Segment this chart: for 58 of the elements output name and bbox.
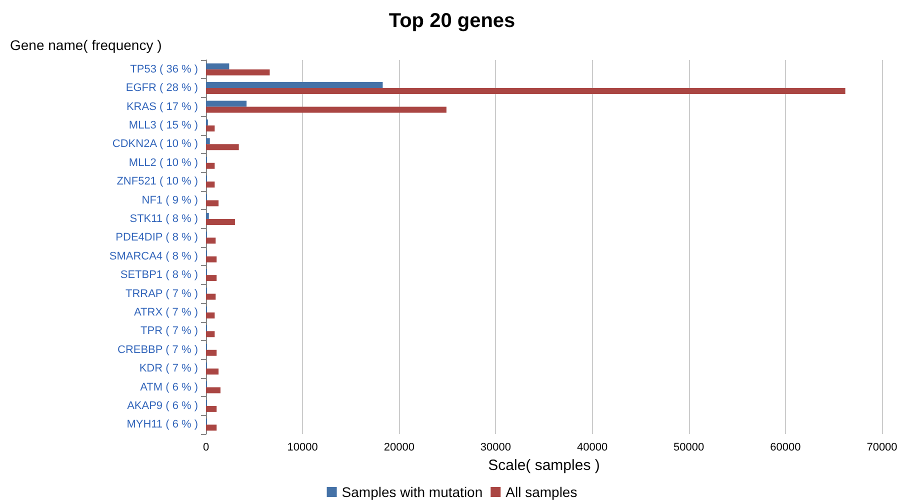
bar — [206, 138, 210, 144]
bar — [206, 106, 446, 113]
x-tick-label: 30000 — [480, 442, 512, 454]
bar — [206, 275, 217, 282]
y-tick-label: ATM ( 6 % ) — [140, 381, 198, 394]
bar — [206, 331, 215, 338]
bar — [206, 69, 270, 76]
y-tick-label: ZNF521 ( 10 % ) — [116, 176, 198, 188]
bar — [206, 238, 216, 244]
y-tick-label: SMARCA4 ( 8 % ) — [109, 250, 198, 262]
x-tick-label: 0 — [202, 442, 210, 454]
x-tick-label: 20000 — [384, 442, 414, 454]
x-tick-label: 40000 — [576, 442, 608, 454]
bar — [206, 387, 220, 394]
bar — [206, 63, 230, 70]
y-tick-label: NF1 ( 9 % ) — [142, 194, 198, 206]
y-tick-label: EGFR ( 28 % ) — [126, 82, 198, 94]
x-tick-label: 70000 — [866, 442, 898, 454]
bar — [206, 406, 217, 412]
bar — [206, 424, 217, 431]
bar — [206, 368, 219, 375]
y-tick-label: CDKN2A ( 10 % ) — [112, 138, 198, 150]
chart-title: Top 20 genes — [388, 10, 516, 32]
bar — [206, 350, 217, 356]
bar — [206, 125, 215, 132]
bar — [206, 88, 846, 94]
y-tick-label: ATRX ( 7 % ) — [134, 306, 198, 318]
bar — [206, 100, 247, 107]
y-tick-label: MLL3 ( 15 % ) — [128, 119, 198, 132]
legend-label: All samples — [506, 484, 578, 500]
x-tick-label: 60000 — [770, 442, 801, 454]
x-axis-title: Scale( samples ) — [488, 456, 600, 474]
y-tick-label: KDR ( 7 % ) — [139, 362, 198, 375]
bar — [206, 218, 235, 225]
bar — [206, 200, 219, 206]
bar — [206, 82, 383, 88]
y-tick-label: TPR ( 7 % ) — [140, 325, 198, 338]
y-axis-title: Gene name( frequency ) — [10, 37, 162, 53]
y-tick-label: PDE4DIP ( 8 % ) — [116, 232, 198, 244]
y-tick-label: TRRAP ( 7 % ) — [125, 288, 198, 300]
legend-label: Samples with mutation — [342, 484, 483, 500]
bar — [206, 162, 215, 169]
bar — [206, 212, 209, 219]
y-tick-label: STK11 ( 8 % ) — [130, 212, 198, 225]
bar — [206, 144, 239, 150]
bar — [206, 312, 215, 318]
y-tick-label: CREBBP ( 7 % ) — [118, 344, 198, 356]
y-tick-label: MYH11 ( 6 % ) — [126, 418, 198, 431]
y-tick-label: SETBP1 ( 8 % ) — [120, 269, 198, 282]
y-tick-label: KRAS ( 17 % ) — [126, 100, 198, 113]
bar — [206, 182, 215, 188]
y-tick-label: TP53 ( 36 % ) — [130, 63, 198, 76]
x-tick-label: 50000 — [674, 442, 704, 454]
bar — [206, 256, 217, 262]
y-tick-label: AKAP9 ( 6 % ) — [127, 400, 198, 412]
y-tick-label: MLL2 ( 10 % ) — [128, 156, 198, 169]
x-tick-label: 10000 — [287, 442, 318, 454]
bar — [206, 294, 216, 300]
